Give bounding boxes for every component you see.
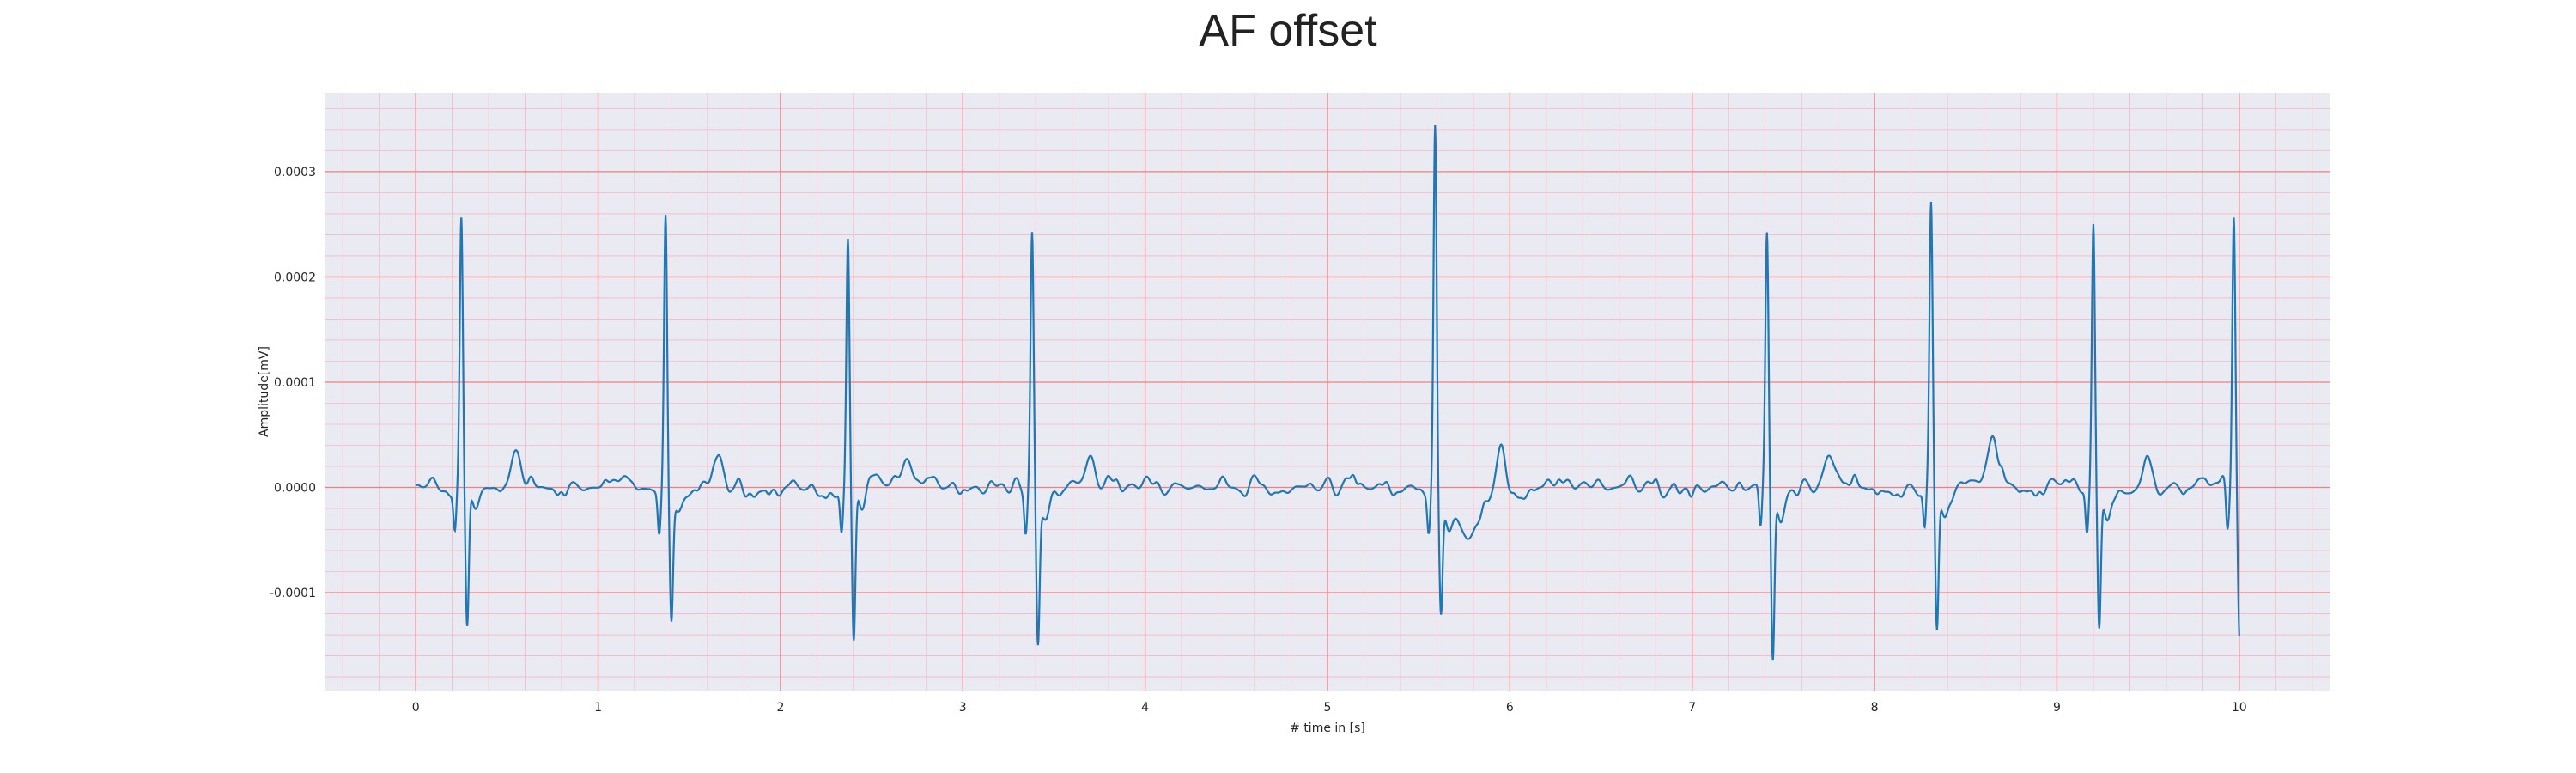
x-tick-label: 8 — [1871, 701, 1879, 715]
x-tick-label: 7 — [1688, 701, 1696, 715]
x-tick-label: 10 — [2232, 701, 2247, 715]
x-tick-label: 2 — [776, 701, 784, 715]
y-tick-label: -0.0001 — [270, 587, 316, 600]
y-tick-label: 0.0000 — [274, 482, 316, 496]
y-axis-label: Amplitude[mV] — [258, 346, 271, 437]
x-tick-label: 9 — [2053, 701, 2061, 715]
x-tick-label: 5 — [1324, 701, 1332, 715]
chart-title: AF offset — [1199, 6, 1377, 56]
y-axis-ticks: -0.0001 0.0000 0.0001 0.0002 0.0003 — [270, 166, 316, 600]
x-tick-label: 1 — [594, 701, 602, 715]
y-tick-label: 0.0001 — [274, 376, 316, 390]
x-tick-label: 3 — [959, 701, 967, 715]
x-tick-label: 6 — [1506, 701, 1514, 715]
x-axis-ticks: 0 1 2 3 4 5 6 7 8 9 10 — [412, 701, 2247, 715]
ecg-series-line — [415, 125, 2240, 661]
x-axis-label: # time in [s] — [1290, 721, 1365, 735]
x-tick-label: 0 — [412, 701, 420, 715]
x-tick-label: 4 — [1141, 701, 1149, 715]
major-grid — [325, 93, 2330, 691]
y-tick-label: 0.0002 — [274, 271, 316, 284]
y-tick-label: 0.0003 — [274, 166, 316, 180]
